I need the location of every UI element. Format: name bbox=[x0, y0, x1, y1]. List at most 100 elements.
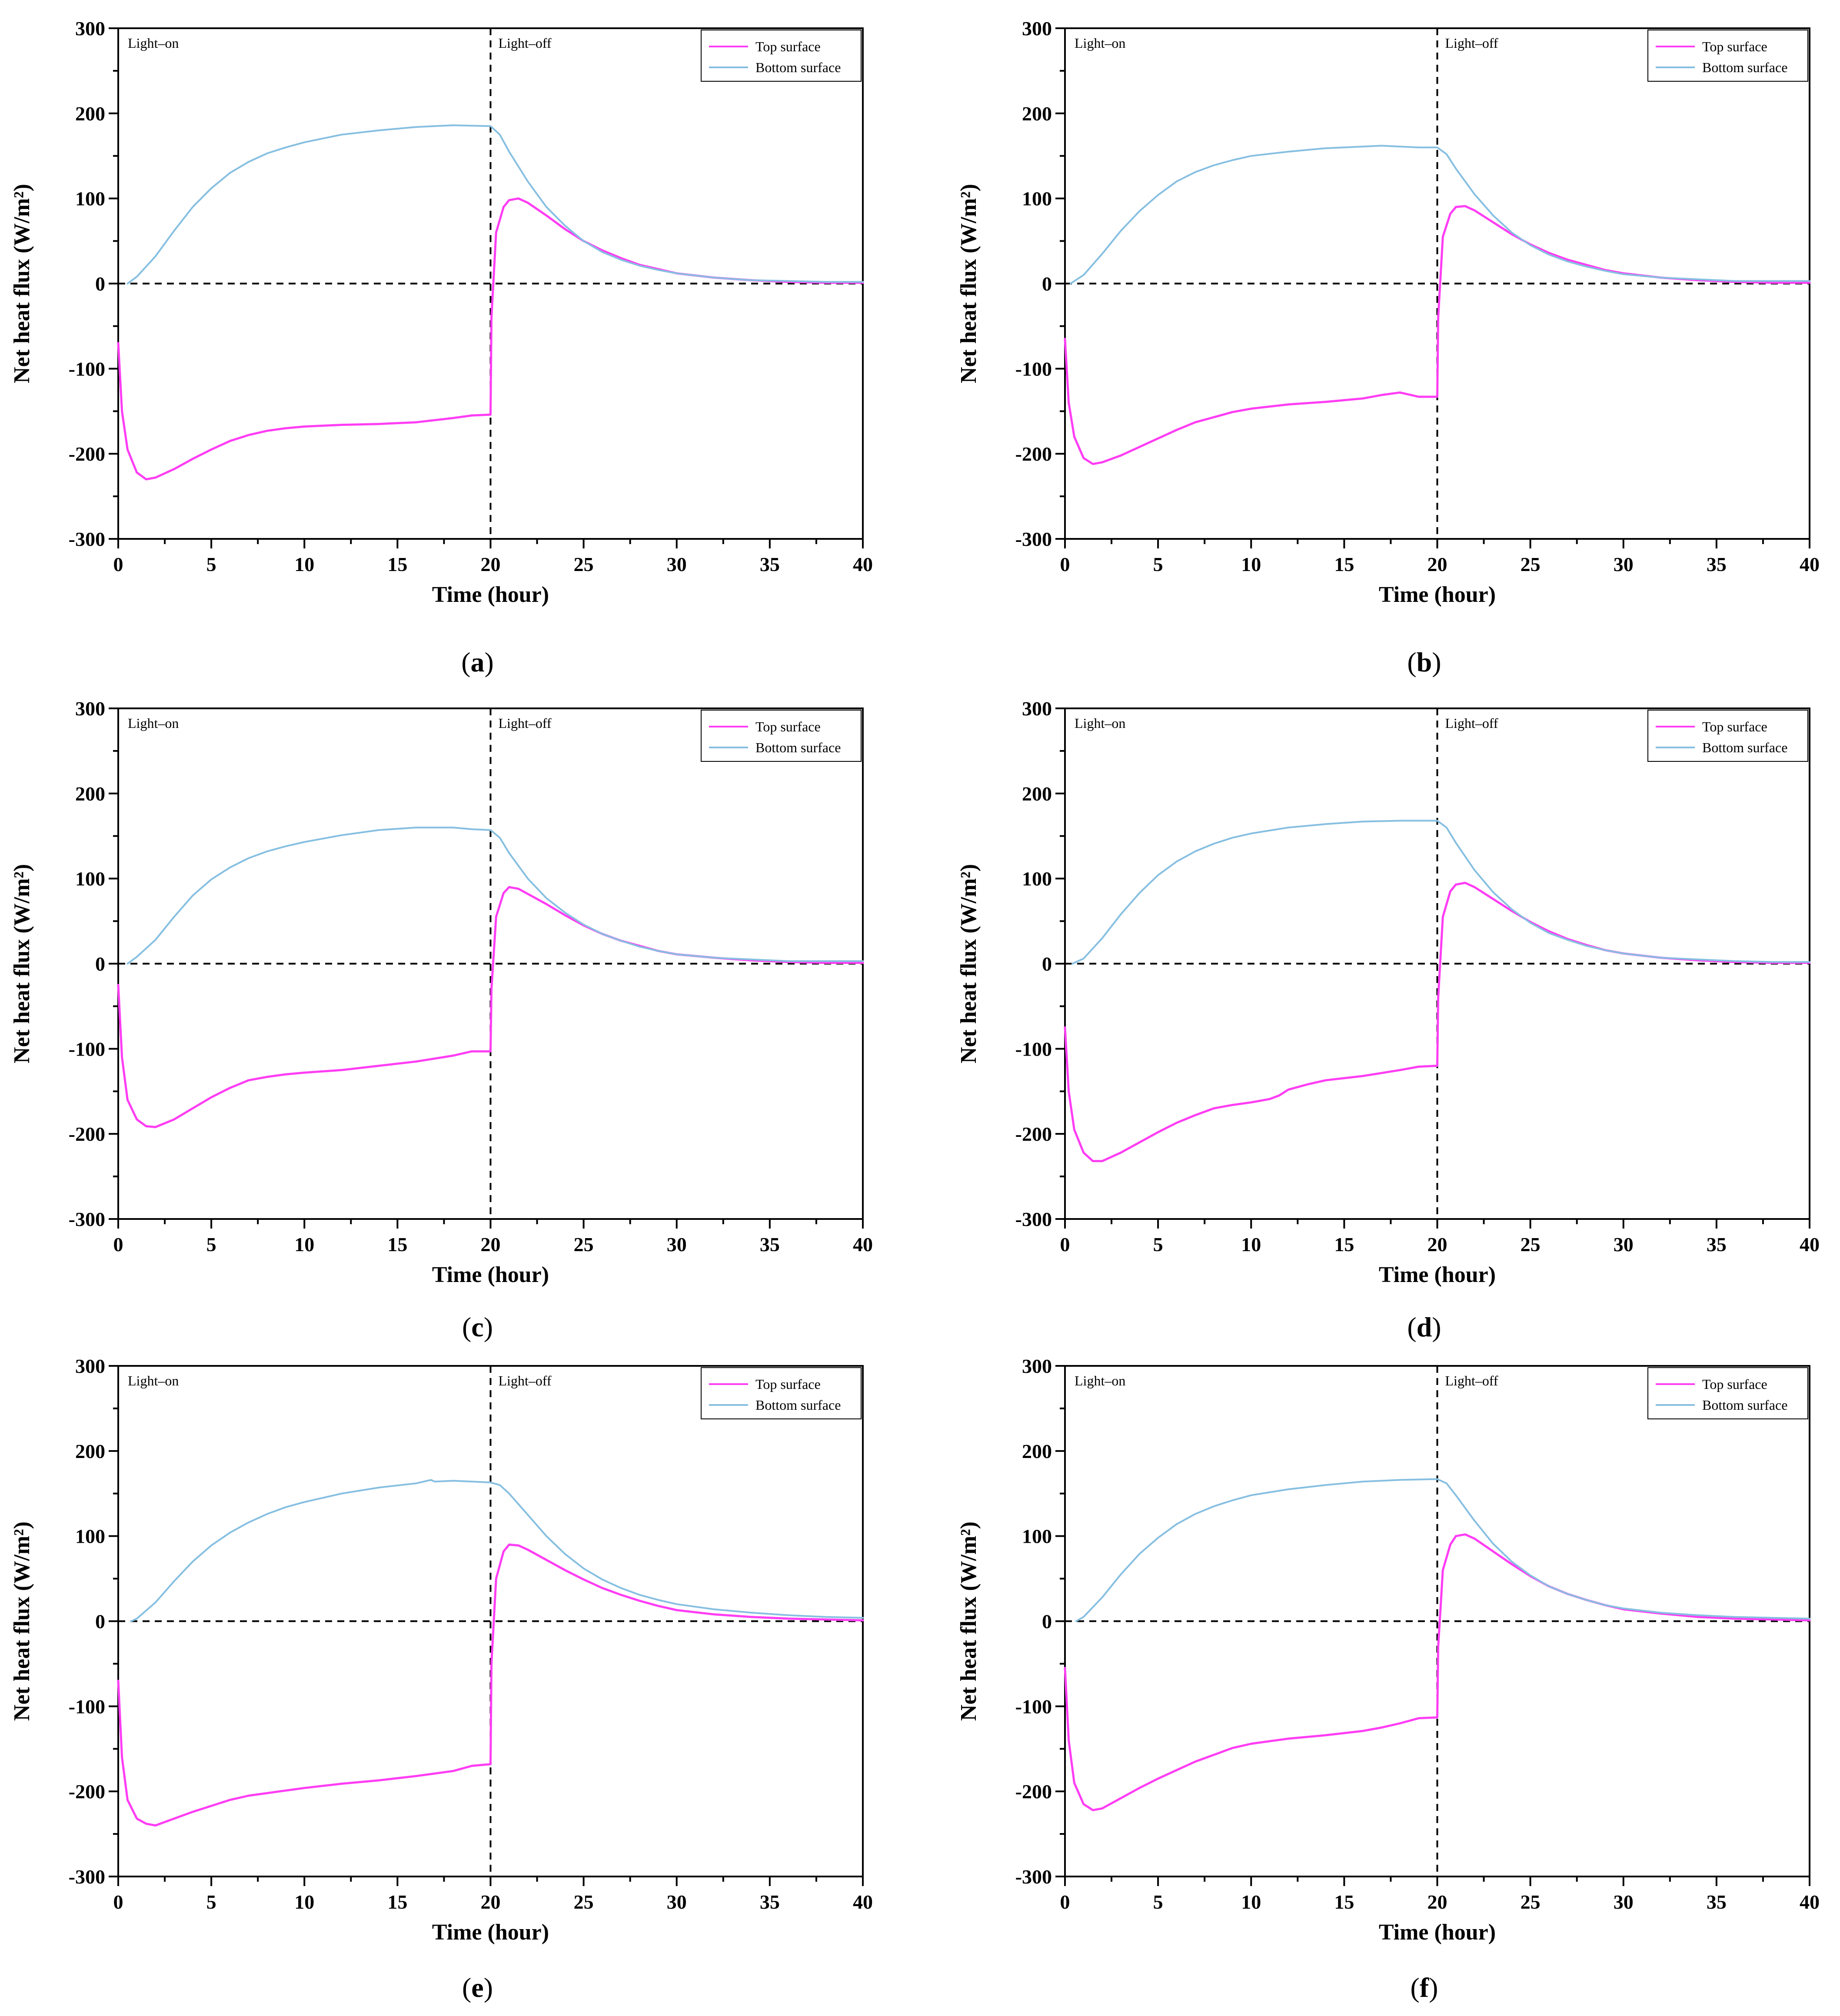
x-tick-label: 0 bbox=[1060, 1233, 1070, 1255]
x-tick-label: 30 bbox=[1614, 553, 1634, 575]
series-bottom-surface-line bbox=[130, 1479, 864, 1622]
x-tick-label: 0 bbox=[1060, 1891, 1070, 1913]
x-tick-label: 20 bbox=[1427, 553, 1447, 575]
x-tick-label: 20 bbox=[481, 553, 501, 575]
x-tick-label: 5 bbox=[206, 1233, 216, 1255]
light-on-annotation: Light–on bbox=[128, 1373, 179, 1388]
x-tick-label: 25 bbox=[574, 553, 594, 575]
y-tick-label: 0 bbox=[95, 273, 105, 295]
y-tick-label: 300 bbox=[75, 17, 105, 40]
x-tick-label: 35 bbox=[1707, 1891, 1727, 1913]
x-tick-label: 20 bbox=[481, 1891, 501, 1913]
x-tick-label: 5 bbox=[1153, 1891, 1163, 1913]
legend-box bbox=[701, 710, 862, 762]
series-bottom-surface-line bbox=[126, 124, 864, 285]
y-tick-label: 100 bbox=[75, 868, 105, 890]
light-off-annotation: Light–off bbox=[1445, 35, 1498, 51]
light-off-annotation: Light–off bbox=[499, 715, 552, 731]
x-tick-label: 20 bbox=[1427, 1233, 1447, 1255]
y-tick-label: -300 bbox=[1015, 1208, 1052, 1230]
light-off-annotation: Light–off bbox=[1445, 1373, 1498, 1388]
x-tick-label: 30 bbox=[667, 553, 687, 575]
x-tick-label: 0 bbox=[113, 553, 123, 575]
legend-box bbox=[701, 30, 862, 82]
x-tick-label: 30 bbox=[667, 1233, 687, 1255]
y-tick-label: 300 bbox=[1022, 1355, 1052, 1377]
x-tick-label: 25 bbox=[1521, 553, 1541, 575]
legend-label: Top surface bbox=[1702, 1376, 1767, 1392]
y-tick-label: -300 bbox=[1015, 1866, 1052, 1888]
legend: Top surface Bottom surface bbox=[1647, 1367, 1808, 1419]
legend-label: Bottom surface bbox=[1702, 60, 1787, 75]
x-tick-label: 10 bbox=[1241, 1233, 1261, 1255]
legend: Top surface Bottom surface bbox=[1647, 30, 1808, 82]
panel-caption: (d) bbox=[1407, 1312, 1441, 1342]
chart-panel-d: 0 5 10 15 20 25 30 35 40 300 200 100 0 -100 -200 -300 Ti… bbox=[956, 697, 1820, 1342]
x-tick-label: 10 bbox=[1241, 1891, 1261, 1913]
y-tick-label: -200 bbox=[1015, 1780, 1052, 1803]
x-tick-label: 5 bbox=[1153, 1233, 1163, 1255]
chart-panel-b: 0 5 10 15 20 25 30 35 40 300 200 100 0 -100 -200 -300 Ti… bbox=[956, 17, 1820, 678]
y-tick-label: 200 bbox=[1022, 103, 1052, 125]
y-tick-label: -300 bbox=[69, 1866, 105, 1888]
y-tick-label: 0 bbox=[95, 953, 105, 975]
legend-box bbox=[1647, 710, 1808, 762]
y-tick-label: -200 bbox=[1015, 1123, 1052, 1145]
series-top-surface-line bbox=[1064, 882, 1811, 1162]
legend-box bbox=[1647, 1367, 1808, 1419]
legend: Top surface Bottom surface bbox=[1647, 710, 1808, 762]
panel-caption: (a) bbox=[461, 647, 494, 678]
light-off-annotation: Light–off bbox=[1445, 715, 1498, 731]
y-tick-label: -200 bbox=[69, 1123, 105, 1145]
light-on-annotation: Light–on bbox=[128, 35, 179, 51]
x-tick-label: 10 bbox=[294, 1891, 314, 1913]
y-tick-label: 300 bbox=[1022, 697, 1052, 720]
x-axis-title: Time (hour) bbox=[432, 1920, 549, 1945]
legend: Top surface Bottom surface bbox=[701, 1367, 862, 1419]
x-tick-label: 35 bbox=[1707, 553, 1727, 575]
light-on-annotation: Light–on bbox=[128, 715, 179, 731]
y-tick-label: -100 bbox=[69, 1038, 105, 1060]
y-tick-label: -100 bbox=[1015, 358, 1052, 380]
y-tick-label: 100 bbox=[1022, 188, 1052, 210]
y-tick-label: 0 bbox=[95, 1611, 105, 1633]
x-tick-label: 25 bbox=[574, 1233, 594, 1255]
legend-label: Bottom surface bbox=[755, 740, 841, 755]
y-tick-label: -200 bbox=[69, 1780, 105, 1803]
y-tick-label: 0 bbox=[1042, 1611, 1052, 1633]
x-tick-label: 20 bbox=[1427, 1891, 1447, 1913]
y-axis-title: Net heat flux (W/m²) bbox=[10, 184, 34, 383]
y-tick-label: 300 bbox=[1022, 17, 1052, 40]
x-tick-label: 15 bbox=[1334, 1233, 1354, 1255]
y-tick-label: 100 bbox=[75, 188, 105, 210]
x-tick-label: 25 bbox=[1521, 1891, 1541, 1913]
x-tick-label: 35 bbox=[760, 553, 780, 575]
x-tick-label: 30 bbox=[667, 1891, 687, 1913]
y-tick-label: 200 bbox=[75, 103, 105, 125]
y-axis-title: Net heat flux (W/m²) bbox=[10, 864, 34, 1063]
legend-label: Top surface bbox=[1702, 39, 1767, 54]
y-tick-label: 300 bbox=[75, 697, 105, 720]
legend-label: Bottom surface bbox=[755, 60, 841, 75]
y-tick-label: 0 bbox=[1042, 273, 1052, 295]
x-tick-label: 15 bbox=[387, 1233, 407, 1255]
y-axis-title: Net heat flux (W/m²) bbox=[956, 184, 981, 383]
x-tick-label: 5 bbox=[206, 1891, 216, 1913]
y-tick-label: -100 bbox=[69, 1695, 105, 1717]
y-axis-title: Net heat flux (W/m²) bbox=[956, 1521, 981, 1721]
x-axis-title: Time (hour) bbox=[1379, 1920, 1496, 1945]
y-axis-title: Net heat flux (W/m²) bbox=[956, 864, 981, 1063]
y-tick-label: 100 bbox=[75, 1525, 105, 1548]
y-tick-label: -100 bbox=[1015, 1038, 1052, 1060]
x-tick-label: 0 bbox=[1060, 553, 1070, 575]
x-tick-label: 35 bbox=[760, 1891, 780, 1913]
x-axis-title: Time (hour) bbox=[1379, 582, 1496, 607]
x-tick-label: 25 bbox=[574, 1891, 594, 1913]
panel-caption: (e) bbox=[462, 1972, 493, 2003]
legend-label: Bottom surface bbox=[1702, 1397, 1787, 1413]
light-off-annotation: Light–off bbox=[499, 1373, 552, 1388]
x-tick-label: 30 bbox=[1614, 1891, 1634, 1913]
legend: Top surface Bottom surface bbox=[701, 710, 862, 762]
series-bottom-surface-line bbox=[126, 827, 864, 965]
x-tick-label: 35 bbox=[760, 1233, 780, 1255]
